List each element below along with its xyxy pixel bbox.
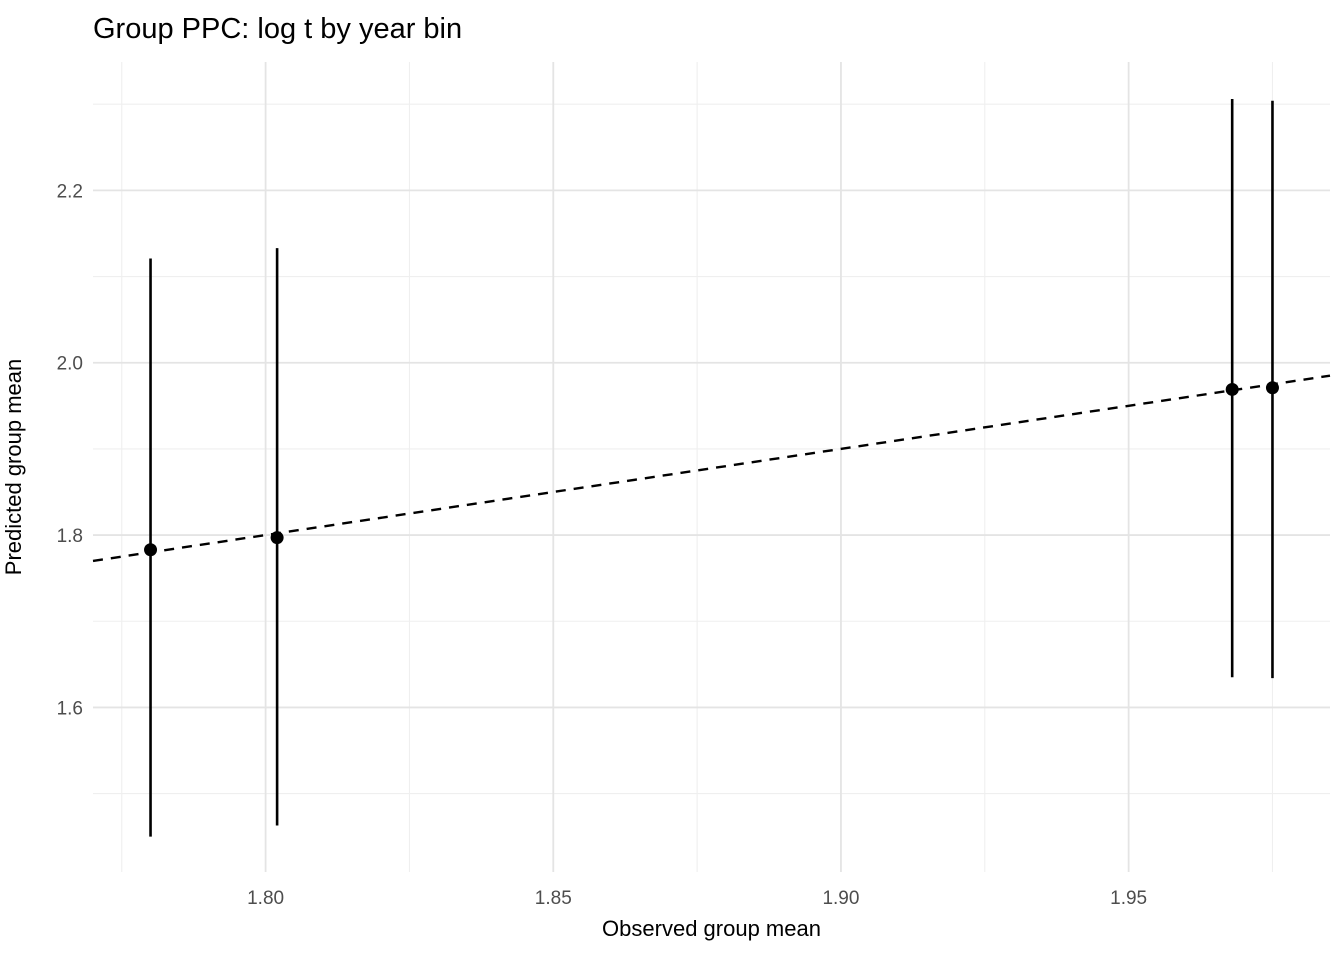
data-point [270, 531, 284, 545]
y-tick-label: 2.0 [57, 354, 83, 375]
y-axis-tick-labels: 1.6 1.8 2.0 2.2 [57, 181, 83, 719]
x-axis-title: Observed group mean [602, 916, 821, 941]
x-tick-label: 1.95 [1110, 888, 1147, 909]
x-tick-label: 1.80 [247, 888, 284, 909]
y-axis-title: Predicted group mean [1, 358, 26, 576]
data-point [144, 543, 158, 557]
y-tick-label: 1.6 [57, 698, 83, 719]
y-tick-label: 2.2 [57, 181, 83, 202]
major-gridlines [93, 62, 1330, 872]
group-mean-points [144, 381, 1279, 557]
minor-gridlines [93, 62, 1330, 872]
credible-interval-bars [149, 99, 1274, 837]
x-tick-label: 1.90 [822, 888, 859, 909]
x-axis-tick-labels: 1.80 1.85 1.90 1.95 [247, 888, 1147, 909]
x-tick-label: 1.85 [535, 888, 572, 909]
data-point [1225, 382, 1239, 396]
chart-title: Group PPC: log t by year bin [93, 13, 463, 45]
data-point [1265, 381, 1279, 395]
y-tick-label: 1.8 [57, 526, 83, 547]
